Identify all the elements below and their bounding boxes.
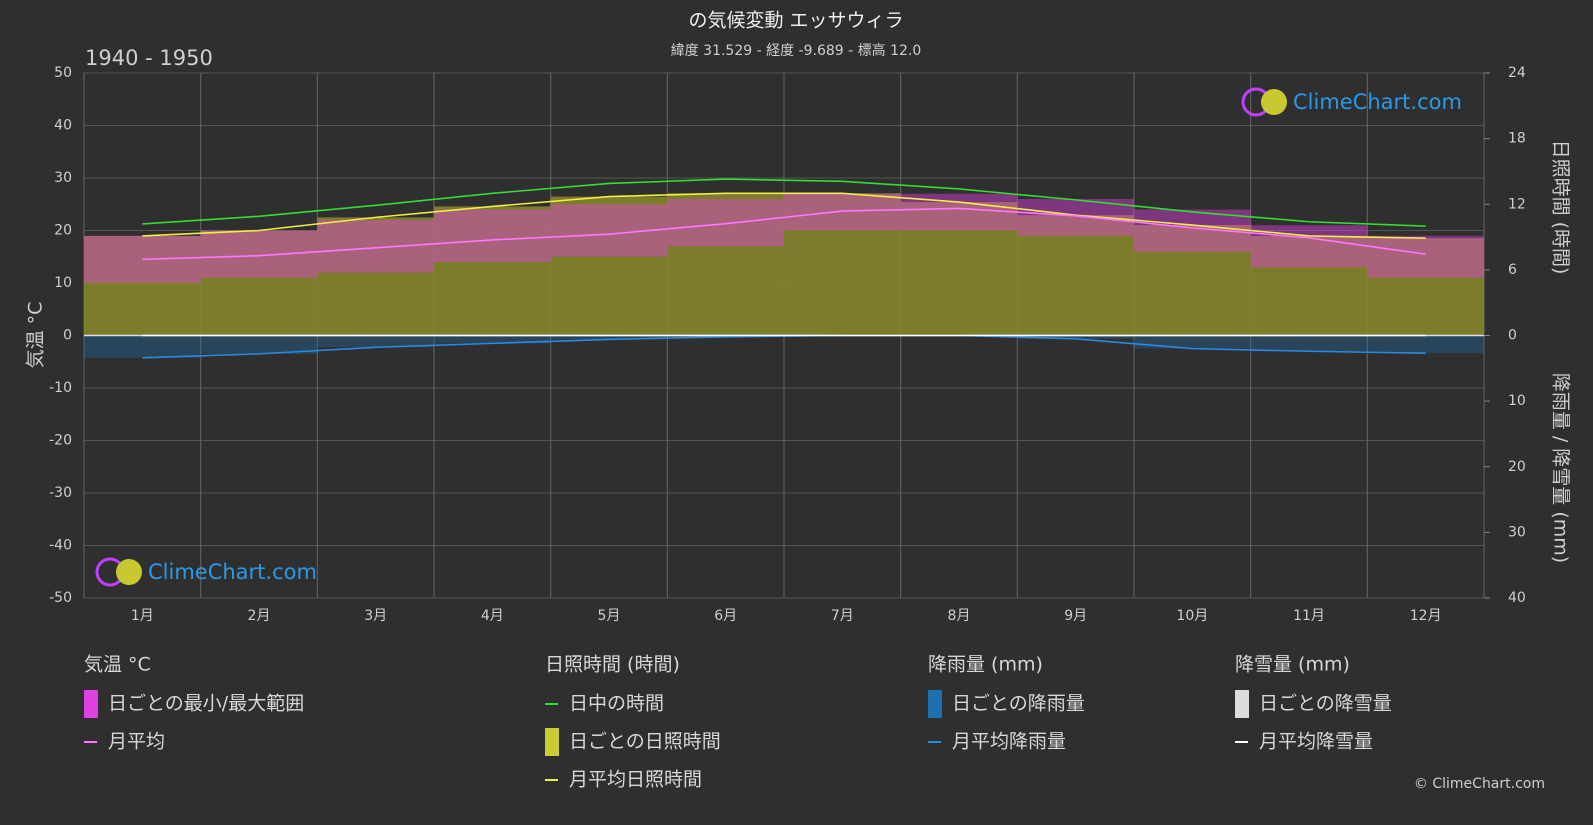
legend-label: 月平均降雨量 (952, 731, 1066, 753)
copyright: © ClimeChart.com (1414, 776, 1545, 792)
y-tick-label: -40 (49, 538, 72, 554)
y2-tick-label: 0 (1508, 328, 1517, 344)
y-axis-label: 気温 °C (25, 302, 47, 369)
y3-tick-label: 40 (1508, 590, 1526, 606)
x-tick-label: 11月 (1293, 608, 1325, 624)
plot: -50 -40 -30 -20 -10 0 10 20 30 40 50 0 6 12 18 24 10 20 30… (49, 65, 1526, 624)
legend-label: 月平均降雪量 (1259, 731, 1373, 753)
y2-tick-label: 18 (1508, 131, 1526, 147)
rain-bar (434, 335, 551, 344)
temp-range (1017, 199, 1134, 236)
y3-axis-label: 降雨量 / 降雪量 (mm) (1550, 373, 1572, 563)
sunshine-bar (784, 193, 901, 336)
x-tick-label: 7月 (831, 608, 854, 624)
temp-range (1367, 235, 1484, 278)
legend-title: 日照時間 (時間) (545, 654, 680, 676)
x-tick-label: 8月 (948, 608, 971, 624)
legend-swatch (1235, 690, 1249, 718)
x-tick-label: 6月 (714, 608, 737, 624)
rain-bar (550, 335, 668, 340)
temp-range (784, 193, 901, 231)
legend-title: 降雪量 (mm) (1235, 654, 1350, 676)
x-tick-label: 12月 (1410, 608, 1442, 624)
y-tick-label: 30 (54, 170, 72, 186)
y-tick-label: -20 (49, 433, 72, 449)
sunshine-bar (1367, 238, 1484, 336)
legend-label: 日中の時間 (569, 693, 664, 715)
y-tick-label: -10 (49, 380, 72, 396)
logo-bottom: ClimeChart.com (95, 557, 317, 587)
rain-bar (1250, 335, 1368, 352)
x-tick-label: 10月 (1176, 608, 1208, 624)
sunshine-bar (317, 217, 434, 336)
x-tick-label: 5月 (598, 608, 621, 624)
rain-bar (1134, 335, 1251, 349)
y2-axis-label: 日照時間 (時間) (1550, 140, 1572, 275)
x-tick-label: 4月 (481, 608, 504, 624)
legend-swatch (545, 728, 559, 756)
y3-tick-label: 30 (1508, 524, 1526, 540)
sunshine-bar (550, 196, 668, 336)
x-tick-label: 9月 (1064, 608, 1087, 624)
chart-subtitle: 緯度 31.529 - 経度 -9.689 - 標高 12.0 (671, 42, 922, 59)
legend-label: 日ごとの日照時間 (569, 731, 721, 753)
y-tick-label: 50 (54, 65, 72, 81)
y3-tick-label: 20 (1508, 459, 1526, 475)
y-tick-label: 0 (63, 328, 72, 344)
legend-label: 月平均 (108, 731, 165, 753)
sunshine-bar (900, 202, 1018, 336)
y-tick-label: 10 (54, 275, 72, 291)
sunshine-bar (434, 206, 551, 336)
period: 1940 - 1950 (85, 46, 213, 70)
temp-range (317, 220, 434, 273)
y3-tick-label: 10 (1508, 393, 1526, 409)
logo-top: ClimeChart.com (1241, 87, 1462, 117)
chart-title: の気候変動 エッサウィラ (688, 10, 903, 32)
legend-label: 月平均日照時間 (569, 769, 702, 791)
rain-bar (1017, 335, 1134, 339)
y-tick-label: 40 (54, 118, 72, 134)
y2-tick-label: 24 (1508, 65, 1526, 81)
sunshine-bar (84, 235, 201, 336)
logo-sun (116, 559, 142, 585)
y-tick-label: -30 (49, 485, 72, 501)
watermark: ClimeChart.com (1293, 90, 1462, 114)
x-tick-label: 2月 (248, 608, 271, 624)
x-tick-label: 1月 (131, 608, 154, 624)
series-line (142, 178, 1426, 227)
y2-tick-label: 12 (1508, 196, 1526, 212)
legend-label: 日ごとの最小/最大範囲 (108, 693, 304, 715)
legend-swatch (928, 690, 942, 718)
watermark: ClimeChart.com (148, 560, 317, 584)
legend-label: 日ごとの降雪量 (1259, 693, 1392, 715)
y-tick-label: 20 (54, 223, 72, 239)
sunshine-bar (200, 230, 318, 336)
legend-title: 降雨量 (mm) (928, 654, 1043, 676)
temp-range (200, 230, 318, 278)
y2-tick-label: 6 (1508, 262, 1517, 278)
y-tick-label: -50 (49, 590, 72, 606)
sunshine-bar (1134, 225, 1251, 336)
legend-title: 気温 °C (84, 654, 151, 676)
series-line (142, 192, 1426, 239)
temp-range (667, 199, 784, 247)
sunshine-bar (667, 193, 784, 336)
rain-bar (1367, 335, 1484, 354)
logo-sun (1261, 89, 1287, 115)
legend-label: 日ごとの降雨量 (952, 693, 1085, 715)
series-line (142, 207, 1426, 261)
sunshine-bar (1017, 215, 1134, 336)
temp-range (434, 209, 551, 262)
rain-bar (84, 335, 201, 358)
sunshine-bar (1250, 235, 1368, 336)
legend-swatch (84, 690, 98, 718)
x-tick-label: 3月 (364, 608, 387, 624)
rain-bar (317, 335, 434, 348)
rain-bar (200, 335, 318, 354)
